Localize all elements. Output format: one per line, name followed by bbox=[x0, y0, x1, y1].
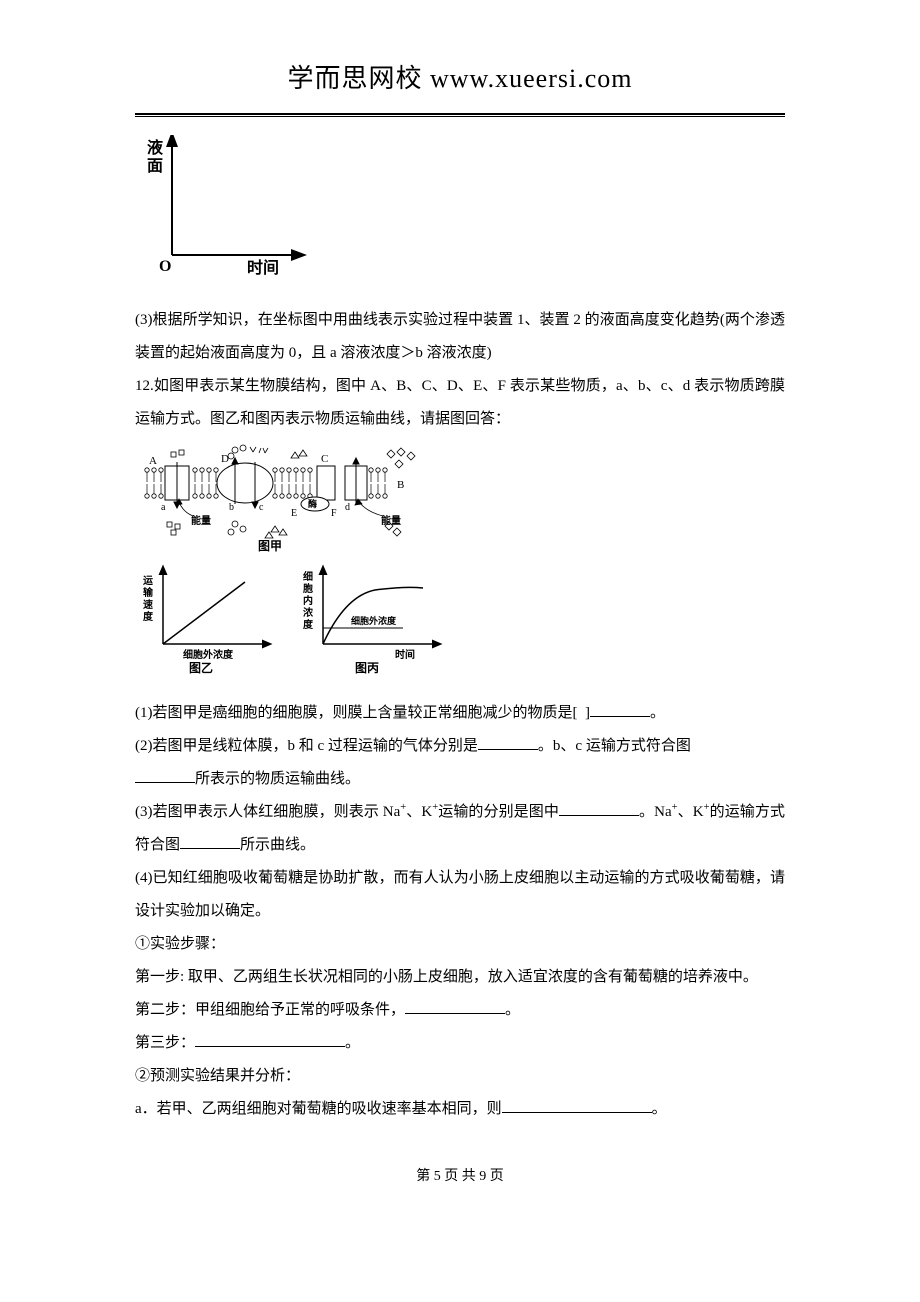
svg-text:度: 度 bbox=[143, 610, 154, 623]
fig-yi: 运输速度 细胞外浓度 图乙 bbox=[143, 572, 265, 674]
svg-text:运: 运 bbox=[143, 575, 153, 587]
blank bbox=[135, 768, 195, 783]
ylabel1: 液 bbox=[147, 138, 164, 157]
q12-4-2: ②预测实验结果并分析： bbox=[135, 1060, 785, 1093]
svg-text:度: 度 bbox=[303, 618, 314, 631]
q12-intro: 12.如图甲表示某生物膜结构，图中 A、B、C、D、E、F 表示某些物质，a、b… bbox=[135, 370, 785, 436]
svg-text:A: A bbox=[149, 455, 157, 467]
svg-text:E: E bbox=[291, 508, 297, 519]
blank bbox=[559, 801, 639, 816]
q12-1: (1)若图甲是癌细胞的细胞膜，则膜上含量较正常细胞减少的物质是[ ]。 bbox=[135, 697, 785, 730]
page-header: 学而思网校 www.xueersi.com bbox=[135, 50, 785, 113]
fig-jia: A D C B a b c E F d 能量 能量 酶 图甲 bbox=[145, 445, 415, 553]
blank bbox=[478, 735, 538, 750]
svg-text:图甲: 图甲 bbox=[258, 539, 282, 553]
svg-text:D: D bbox=[221, 453, 229, 465]
svg-text:图乙: 图乙 bbox=[189, 661, 213, 674]
axes-chart: 液 面 O 时间 bbox=[137, 135, 785, 288]
svg-text:图丙: 图丙 bbox=[355, 661, 379, 674]
svg-text:速: 速 bbox=[143, 598, 153, 611]
q12-2: (2)若图甲是线粒体膜，b 和 c 过程运输的气体分别是。b、c 运输方式符合图… bbox=[135, 730, 785, 796]
svg-text:c: c bbox=[259, 502, 264, 513]
origin: O bbox=[159, 258, 171, 275]
svg-text:内: 内 bbox=[303, 594, 313, 607]
svg-text:细胞外浓度: 细胞外浓度 bbox=[351, 615, 397, 626]
blank bbox=[590, 702, 650, 717]
ylabel2: 面 bbox=[147, 157, 163, 175]
blank bbox=[405, 999, 505, 1014]
q12-4-s2: 第二步：甲组细胞给予正常的呼吸条件，。 bbox=[135, 994, 785, 1027]
xlabel: 时间 bbox=[247, 258, 279, 275]
q12-4-s1: 第一步: 取甲、乙两组生长状况相同的小肠上皮细胞，放入适宜浓度的含有葡萄糖的培养… bbox=[135, 961, 785, 994]
blank bbox=[502, 1098, 652, 1113]
svg-text:d: d bbox=[345, 502, 350, 513]
q12-4-1: ①实验步骤： bbox=[135, 928, 785, 961]
q11-3: (3)根据所学知识，在坐标图中用曲线表示实验过程中装置 1、装置 2 的液面高度… bbox=[135, 304, 785, 370]
header-rule bbox=[135, 113, 785, 117]
blank bbox=[180, 834, 240, 849]
svg-text:F: F bbox=[331, 508, 337, 519]
svg-text:a: a bbox=[161, 502, 166, 513]
svg-text:时间: 时间 bbox=[395, 648, 415, 661]
fig-bing: 细胞内浓度 细胞外浓度 时间 图丙 bbox=[302, 570, 435, 674]
q12-4-a: a．若甲、乙两组细胞对葡萄糖的吸收速率基本相同，则。 bbox=[135, 1093, 785, 1126]
q12-4: (4)已知红细胞吸收葡萄糖是协助扩散，而有人认为小肠上皮细胞以主动运输的方式吸收… bbox=[135, 862, 785, 928]
page-footer: 第 5 页 共 9 页 bbox=[135, 1162, 785, 1193]
svg-text:能量: 能量 bbox=[381, 514, 401, 527]
svg-text:输: 输 bbox=[143, 586, 154, 599]
svg-text:胞: 胞 bbox=[302, 582, 313, 595]
q12-3: (3)若图甲表示人体红细胞膜，则表示 Na+、K+运输的分别是图中。Na+、K+… bbox=[135, 796, 785, 862]
svg-text:细胞外浓度: 细胞外浓度 bbox=[183, 648, 234, 661]
membrane-figures: A D C B a b c E F d 能量 能量 酶 图甲 bbox=[135, 444, 785, 687]
svg-text:浓: 浓 bbox=[303, 606, 314, 619]
svg-text:B: B bbox=[397, 479, 404, 491]
svg-text:b: b bbox=[229, 502, 234, 513]
svg-text:细: 细 bbox=[303, 570, 313, 583]
svg-text:能量: 能量 bbox=[191, 514, 211, 527]
q12-4-s3: 第三步：。 bbox=[135, 1027, 785, 1060]
svg-text:酶: 酶 bbox=[308, 498, 317, 509]
blank bbox=[195, 1032, 345, 1047]
svg-text:C: C bbox=[321, 453, 328, 465]
